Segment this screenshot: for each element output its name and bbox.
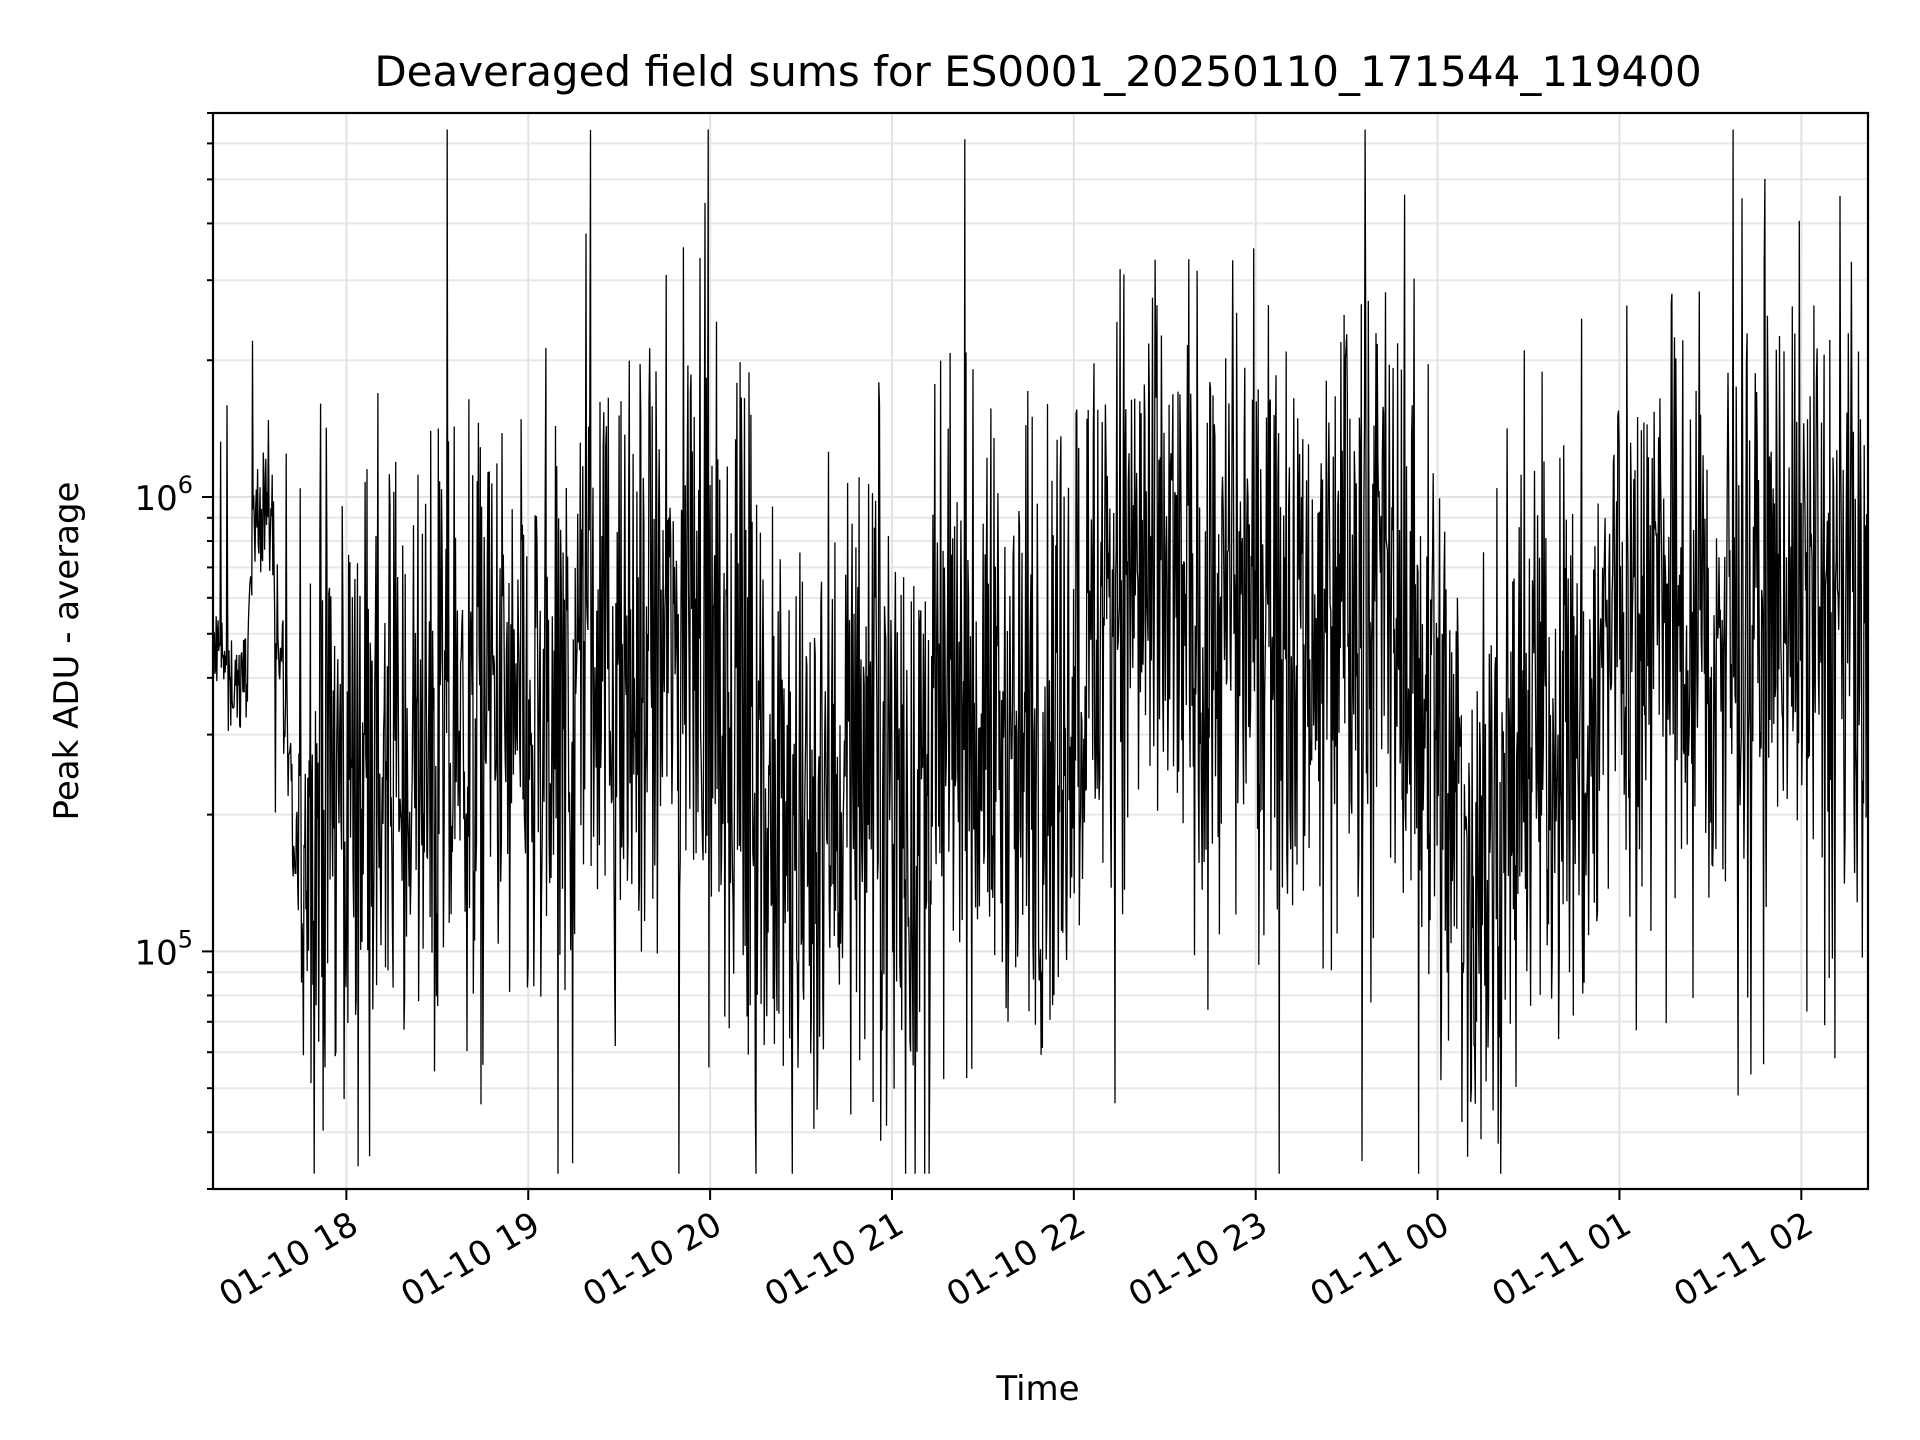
x-tick-label: 01-11 02 xyxy=(1667,1204,1819,1315)
y-tick-label: 105 xyxy=(134,925,193,973)
chart-title: Deaveraged field sums for ES0001_2025011… xyxy=(374,47,1701,96)
y-tick-label: 106 xyxy=(134,471,193,519)
x-tick-label: 01-10 19 xyxy=(394,1204,546,1315)
series-line xyxy=(212,129,1869,1174)
x-tick-label: 01-10 20 xyxy=(576,1204,728,1315)
x-tick-label: 01-10 23 xyxy=(1122,1204,1274,1315)
series-layer xyxy=(212,129,1869,1174)
x-tick-label: 01-11 00 xyxy=(1304,1204,1456,1315)
x-axis-label: Time xyxy=(995,1369,1079,1409)
x-tick-label: 01-11 01 xyxy=(1486,1204,1638,1315)
x-tick-label: 01-10 18 xyxy=(212,1204,364,1315)
plot-frame xyxy=(211,111,1870,1191)
x-tick-label: 01-10 21 xyxy=(758,1204,910,1315)
x-tick-label: 01-10 22 xyxy=(940,1204,1092,1315)
y-axis-label: Peak ADU - average xyxy=(47,482,87,821)
